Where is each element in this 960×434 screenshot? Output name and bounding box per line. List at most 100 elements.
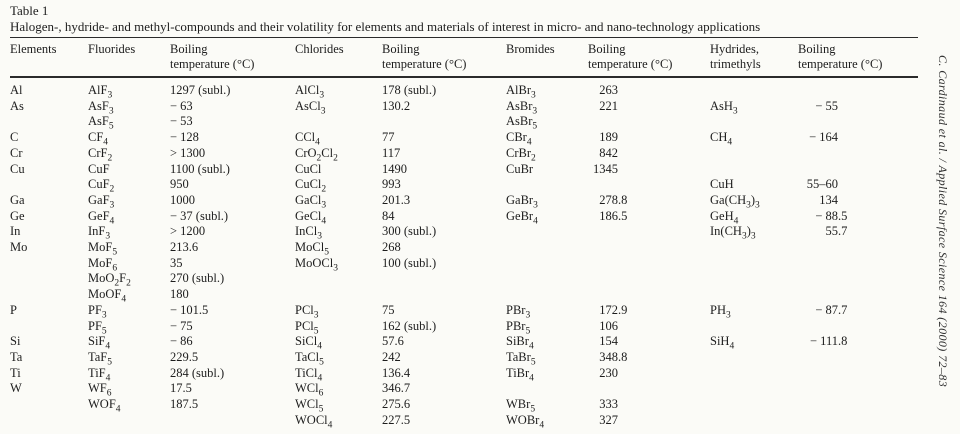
cell-bromide: PBr5	[506, 318, 531, 337]
cell-bromide: AlBr3	[506, 83, 536, 101]
cell-element	[10, 177, 88, 193]
cell-chloride: CrO2Cl2	[295, 145, 338, 164]
cell-chloride: WOCl4	[295, 412, 333, 431]
cell-chloride-bp: 201.3	[382, 192, 411, 207]
cell-element: In	[10, 224, 21, 239]
cell-chloride: WCl6	[295, 381, 324, 399]
cell-bromide-bp	[588, 287, 710, 303]
cell-fluoride: GaF3	[88, 192, 115, 211]
cell-chloride	[295, 114, 382, 130]
cell-fluoride: AsF5	[88, 114, 114, 132]
cell-fluoride: CuF2	[88, 177, 115, 195]
cell-chloride-bp	[382, 114, 506, 130]
col-header-bromide: Bromides	[506, 37, 588, 78]
table-row: CuF2 950 CuCl2 993 CuH 55–60	[10, 177, 918, 195]
cell-fluoride: CF4	[88, 130, 109, 148]
cell-chloride-bp: 227.5	[382, 412, 411, 427]
cell-bromide: TiBr4	[506, 365, 534, 384]
cell-chloride: PCl5	[295, 318, 319, 337]
cell-element	[10, 287, 88, 303]
cell-fluoride: AsF3	[88, 98, 114, 117]
table-header: Elements Fluorides Boiling temperature (°C…	[10, 37, 918, 78]
cell-hydride-bp	[798, 366, 918, 382]
col-header-hydride: Hydrides, trimethyls	[710, 37, 798, 78]
cell-fluoride-bp: 35	[170, 255, 183, 270]
cell-element	[10, 413, 88, 429]
cell-bromide-bp: 106	[599, 318, 618, 333]
table-row: C CF4 − 128 CCl4 77 CBr4 189 CH4 − 164	[10, 130, 918, 148]
cell-chloride: MoOCl3	[295, 255, 338, 274]
cell-hydride: AsH3	[710, 98, 738, 117]
cell-chloride: AlCl3	[295, 83, 325, 101]
cell-bromide-bp	[588, 114, 710, 130]
cell-hydride-bp	[798, 319, 918, 335]
cell-element: Cu	[10, 161, 25, 176]
table-row: Ge GeF4 − 37 (subl.) GeCl4 84 GeBr4 186.5 GeH4 −…	[10, 208, 918, 227]
cell-fluoride: MoF6	[88, 255, 118, 274]
table-row: WOF4 187.5 WCl5 275.6 WBr5 333	[10, 397, 918, 415]
cell-bromide-bp: 154	[599, 334, 618, 349]
cell-bromide: WBr5	[506, 397, 536, 415]
col-header-chloride-bp: Boiling temperature (°C)	[382, 37, 506, 78]
cell-fluoride-bp: − 101.5	[170, 302, 209, 317]
cell-fluoride-bp: − 75	[170, 318, 193, 333]
cell-fluoride: SiF4	[88, 334, 111, 352]
cell-hydride-bp: 55–60	[806, 177, 838, 192]
cell-chloride: CuCl2	[295, 177, 327, 195]
col-header-fluoride: Fluorides	[88, 37, 170, 78]
cell-hydride-bp	[798, 397, 918, 413]
cell-bromide-bp	[588, 271, 710, 287]
cell-element: Al	[10, 83, 23, 97]
cell-hydride-bp: 55.7	[825, 224, 848, 239]
cell-bromide-bp: 333	[599, 397, 618, 412]
col-header-bromide-bp: Boiling temperature (°C)	[588, 37, 710, 78]
cell-bromide-bp: 221	[599, 98, 618, 113]
cell-bromide	[506, 177, 588, 193]
cell-fluoride-bp: 1100 (subl.)	[170, 161, 230, 176]
cell-bromide-bp: 263	[599, 83, 618, 97]
cell-fluoride: TiF4	[88, 365, 111, 384]
cell-hydride	[710, 271, 798, 287]
cell-hydride	[710, 77, 798, 99]
cell-fluoride-bp: − 37 (subl.)	[170, 208, 229, 223]
cell-chloride: WCl5	[295, 397, 324, 415]
cell-hydride: GeH4	[710, 208, 739, 227]
cell-fluoride-bp: − 63	[170, 98, 193, 113]
cell-hydride-bp	[798, 146, 918, 162]
cell-bromide: AsBr5	[506, 114, 538, 132]
cell-chloride: TiCl4	[295, 365, 323, 384]
cell-fluoride-bp: − 128	[170, 130, 199, 145]
cell-fluoride-bp: > 1200	[170, 224, 206, 239]
cell-fluoride: TaF5	[88, 349, 113, 368]
cell-bromide: TaBr5	[506, 349, 536, 368]
table-row: As AsF3 − 63 AsCl3 130.2 AsBr3 221 AsH3 − 55	[10, 98, 918, 117]
cell-chloride: CCl4	[295, 130, 320, 148]
cell-fluoride: GeF4	[88, 208, 115, 227]
cell-fluoride-bp: − 86	[170, 334, 193, 349]
cell-fluoride: PF5	[88, 318, 107, 337]
cell-fluoride-bp: 180	[170, 287, 189, 302]
cell-chloride: CuCl	[295, 161, 322, 176]
cell-chloride-bp: 130.2	[382, 98, 411, 113]
cell-bromide: GaBr3	[506, 192, 538, 211]
cell-element	[10, 256, 88, 272]
cell-chloride-bp: 268	[382, 240, 401, 255]
cell-fluoride-bp: − 53	[170, 114, 193, 129]
cell-chloride-bp: 300 (subl.)	[382, 224, 437, 239]
cell-chloride-bp: 84	[382, 208, 395, 223]
cell-bromide-bp: 327	[599, 412, 618, 427]
cell-chloride: AsCl3	[295, 98, 326, 117]
table-row: P PF3 − 101.5 PCl3 75 PBr3 172.9 PH3 − 87.7	[10, 302, 918, 320]
cell-element: W	[10, 381, 22, 396]
cell-hydride-bp	[798, 413, 918, 429]
cell-chloride-bp: 275.6	[382, 397, 411, 412]
cell-chloride-bp: 75	[382, 302, 395, 317]
table-row: AsF5 − 53 AsBr5	[10, 114, 918, 132]
cell-hydride	[710, 350, 798, 366]
cell-fluoride-bp: 270 (subl.)	[170, 271, 225, 286]
cell-bromide-bp	[588, 177, 710, 193]
cell-bromide-bp	[588, 224, 710, 240]
cell-hydride-bp	[798, 240, 918, 256]
col-header-element: Elements	[10, 37, 88, 78]
table-row: MoOF4 180	[10, 287, 918, 304]
